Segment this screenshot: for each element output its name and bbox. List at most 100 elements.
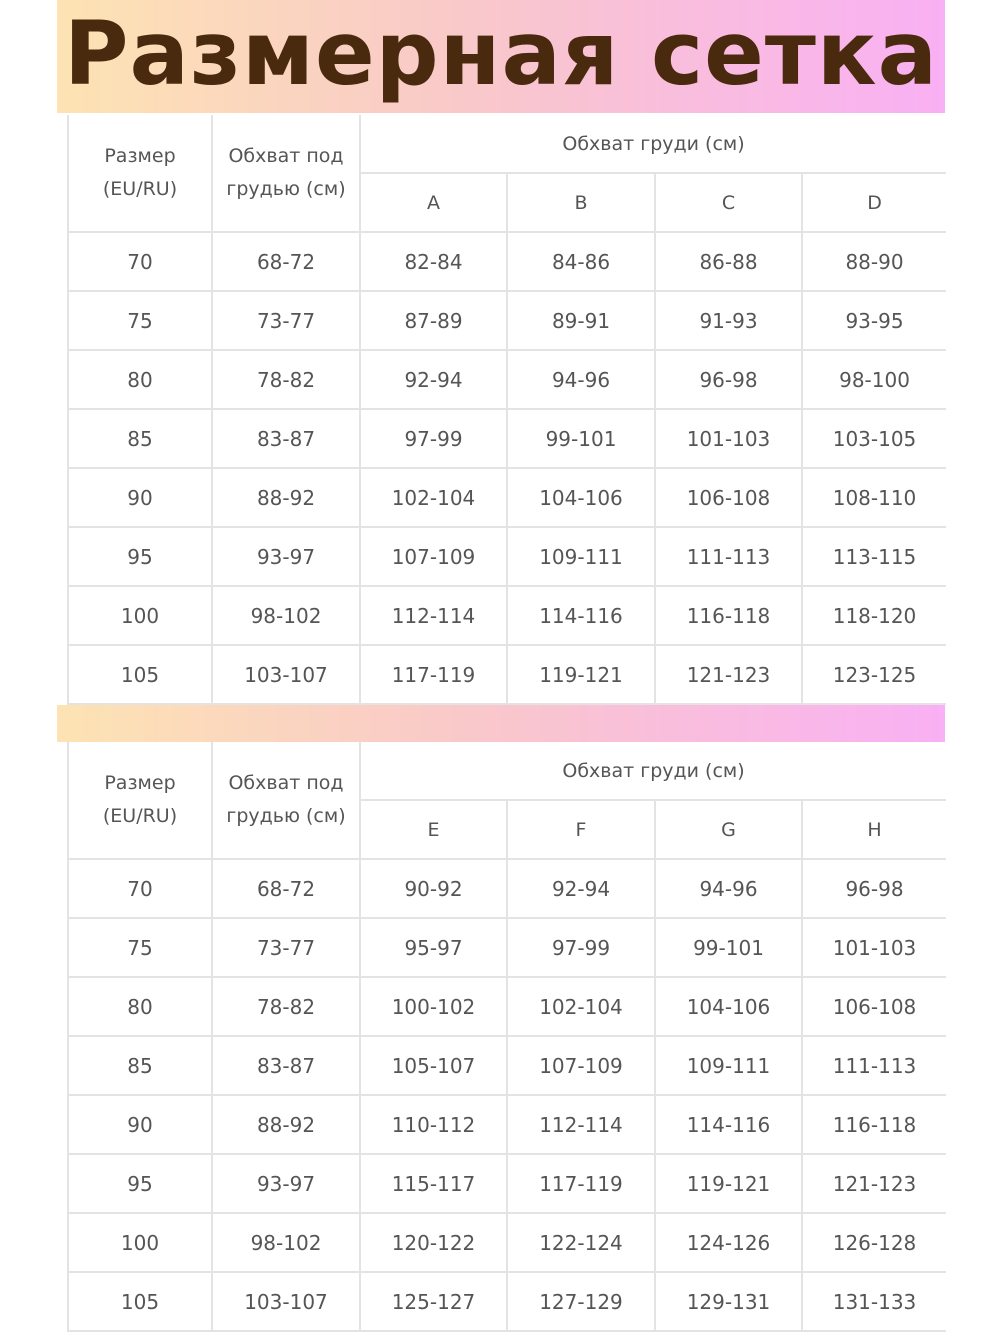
underbust-cell: 73-77: [211, 290, 361, 351]
bust-cell: 126-128: [800, 1212, 947, 1273]
table-row: 100 98-102 112-114 114-116 116-118 118-120: [67, 585, 947, 646]
bust-cell: 105-107: [359, 1035, 508, 1096]
size-cell: 75: [67, 917, 213, 978]
table-row: 95 93-97 115-117 117-119 119-121 121-123: [67, 1153, 947, 1214]
bust-cell: 127-129: [506, 1271, 656, 1332]
size-cell: 85: [67, 1035, 213, 1096]
bust-cell: 118-120: [800, 585, 947, 646]
underbust-cell: 98-102: [211, 1212, 361, 1273]
table-row: 95 93-97 107-109 109-111 111-113 113-115: [67, 526, 947, 587]
bust-cell: 121-123: [800, 1153, 947, 1214]
table-row: 75 73-77 87-89 89-91 91-93 93-95: [67, 290, 947, 351]
bust-cell: 106-108: [654, 467, 803, 528]
bust-cell: 102-104: [359, 467, 508, 528]
bust-cell: 114-116: [506, 585, 656, 646]
bust-cell: 104-106: [654, 976, 803, 1037]
bust-cell: 99-101: [654, 917, 803, 978]
bust-cell: 93-95: [800, 290, 947, 351]
cup-header-g: G: [654, 799, 803, 860]
bust-cell: 117-119: [506, 1153, 656, 1214]
bust-cell: 104-106: [506, 467, 656, 528]
cup-header-d: D: [800, 172, 947, 233]
bust-cell: 89-91: [506, 290, 656, 351]
bust-cell: 117-119: [359, 644, 508, 705]
page-title: Размерная сетка: [64, 2, 938, 105]
size-cell: 70: [67, 231, 213, 292]
bust-cell: 94-96: [506, 349, 656, 410]
table-body: 70 68-72 90-92 92-94 94-96 96-98 75 73-77 95-97 9…: [67, 858, 947, 1332]
size-cell: 95: [67, 526, 213, 587]
size-cell: 105: [67, 1271, 213, 1332]
bust-cell: 90-92: [359, 858, 508, 919]
table-row: 85 83-87 105-107 107-109 109-111 111-113: [67, 1035, 947, 1096]
bust-cell: 103-105: [800, 408, 947, 469]
bust-cell: 101-103: [800, 917, 947, 978]
bust-cell: 86-88: [654, 231, 803, 292]
bust-header: Обхват груди (см): [358, 115, 947, 174]
bust-cell: 98-100: [800, 349, 947, 410]
cup-header-h: H: [800, 799, 947, 860]
size-cell: 80: [67, 349, 213, 410]
bust-cell: 92-94: [506, 858, 656, 919]
bust-cell: 125-127: [359, 1271, 508, 1332]
cup-header-a: A: [359, 172, 508, 233]
underbust-header: Обхват под грудью (см): [211, 115, 361, 233]
bust-cell: 110-112: [359, 1094, 508, 1155]
bust-cell: 114-116: [654, 1094, 803, 1155]
bust-cell: 115-117: [359, 1153, 508, 1214]
bust-cell: 112-114: [506, 1094, 656, 1155]
bust-cell: 116-118: [800, 1094, 947, 1155]
bust-cell: 123-125: [800, 644, 947, 705]
underbust-header: Обхват под грудью (см): [211, 742, 361, 860]
size-header: Размер (EU/RU): [67, 742, 213, 860]
underbust-cell: 78-82: [211, 976, 361, 1037]
underbust-cell: 83-87: [211, 1035, 361, 1096]
table-row: 100 98-102 120-122 122-124 124-126 126-128: [67, 1212, 947, 1273]
bust-cell: 88-90: [800, 231, 947, 292]
bust-cell: 109-111: [506, 526, 656, 587]
table-row: 90 88-92 102-104 104-106 106-108 108-110: [67, 467, 947, 528]
size-cell: 100: [67, 1212, 213, 1273]
bust-cell: 122-124: [506, 1212, 656, 1273]
size-cell: 90: [67, 467, 213, 528]
bust-cell: 87-89: [359, 290, 508, 351]
table-row: 85 83-87 97-99 99-101 101-103 103-105: [67, 408, 947, 469]
bust-cell: 96-98: [654, 349, 803, 410]
underbust-cell: 98-102: [211, 585, 361, 646]
bust-cell: 99-101: [506, 408, 656, 469]
bust-cell: 84-86: [506, 231, 656, 292]
bust-cell: 112-114: [359, 585, 508, 646]
underbust-cell: 103-107: [211, 644, 361, 705]
table-row: 70 68-72 90-92 92-94 94-96 96-98: [67, 858, 947, 919]
bust-cell: 121-123: [654, 644, 803, 705]
bust-cell: 102-104: [506, 976, 656, 1037]
cup-header-f: F: [506, 799, 656, 860]
size-cell: 95: [67, 1153, 213, 1214]
table-row: 80 78-82 92-94 94-96 96-98 98-100: [67, 349, 947, 410]
size-table-1: Размер (EU/RU) Обхват под грудью (см) Об…: [67, 115, 947, 705]
table-row: 105 103-107 125-127 127-129 129-131 131-133: [67, 1271, 947, 1332]
underbust-cell: 73-77: [211, 917, 361, 978]
size-cell: 85: [67, 408, 213, 469]
bust-cell: 111-113: [800, 1035, 947, 1096]
underbust-cell: 103-107: [211, 1271, 361, 1332]
bust-cell: 113-115: [800, 526, 947, 587]
cup-header-e: E: [359, 799, 508, 860]
bust-cell: 129-131: [654, 1271, 803, 1332]
bust-cell: 94-96: [654, 858, 803, 919]
size-cell: 105: [67, 644, 213, 705]
separator-banner: [57, 705, 945, 742]
bust-cell: 107-109: [506, 1035, 656, 1096]
underbust-cell: 78-82: [211, 349, 361, 410]
bust-header: Обхват груди (см): [358, 742, 947, 801]
size-cell: 70: [67, 858, 213, 919]
bust-cell: 97-99: [359, 408, 508, 469]
underbust-cell: 68-72: [211, 858, 361, 919]
size-cell: 100: [67, 585, 213, 646]
table-row: 75 73-77 95-97 97-99 99-101 101-103: [67, 917, 947, 978]
bust-cell: 120-122: [359, 1212, 508, 1273]
bust-cell: 124-126: [654, 1212, 803, 1273]
table-row: 90 88-92 110-112 112-114 114-116 116-118: [67, 1094, 947, 1155]
